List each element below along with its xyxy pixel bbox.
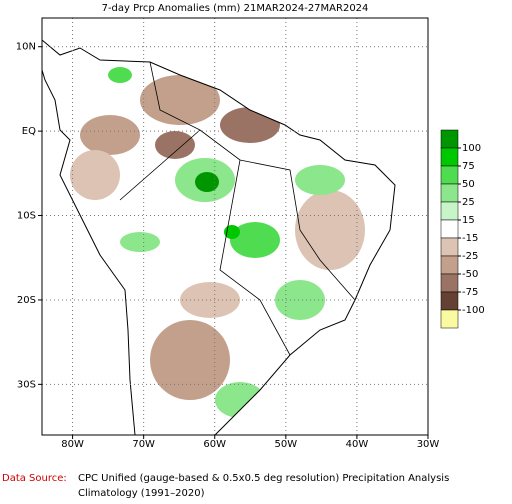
colorbar-box: [440, 129, 459, 149]
lat-tick-label: 10N: [16, 42, 36, 53]
colorbar-box: [440, 183, 459, 203]
lon-tick-label: 50W: [275, 439, 298, 450]
climatology: Climatology (1991–2020): [78, 488, 205, 499]
colorbar-label: 100: [462, 143, 481, 154]
lon-tick-label: 70W: [132, 439, 155, 450]
colorbar-label: 75: [462, 161, 475, 172]
colorbar-label: -50: [462, 269, 478, 280]
map-frame: [41, 17, 429, 436]
lat-tick-label: 10S: [17, 211, 36, 222]
anomaly-field: [42, 40, 395, 435]
colorbar-label: -15: [462, 233, 478, 244]
colorbar-label: 25: [462, 197, 475, 208]
coastline: [41, 39, 396, 436]
colorbar-box: [440, 255, 459, 275]
colorbar: 100 75 50 25 15 -15 -25 -50 -75 -100: [440, 129, 485, 329]
lon-tick-label: 30W: [417, 439, 440, 450]
colorbar-label: 50: [462, 179, 475, 190]
borders: [119, 61, 356, 356]
lat-tick-label: 30S: [17, 379, 36, 390]
lat-tick-label: EQ: [22, 126, 36, 137]
colorbar-box: [440, 309, 459, 329]
lon-tick-label: 60W: [203, 439, 226, 450]
colorbar-box: [440, 147, 459, 167]
colorbar-box: [440, 291, 459, 311]
source-label: Data Source:: [2, 473, 67, 484]
colorbar-label: -100: [462, 305, 485, 316]
colorbar-label: -75: [462, 287, 478, 298]
lat-tick-label: 20S: [17, 295, 36, 306]
lon-tick-label: 40W: [346, 439, 369, 450]
colorbar-box: [440, 237, 459, 257]
colorbar-box: [440, 273, 459, 293]
colorbar-box: [440, 219, 459, 239]
colorbar-label: -25: [462, 251, 478, 262]
colorbar-box: [440, 201, 459, 221]
title: 7-day Prcp Anomalies (mm) 21MAR2024-27MA…: [102, 3, 369, 14]
source-text: CPC Unified (gauge-based & 0.5x0.5 deg r…: [78, 473, 449, 484]
colorbar-label: 15: [462, 215, 475, 226]
colorbar-box: [440, 165, 459, 185]
lon-tick-label: 80W: [61, 439, 84, 450]
